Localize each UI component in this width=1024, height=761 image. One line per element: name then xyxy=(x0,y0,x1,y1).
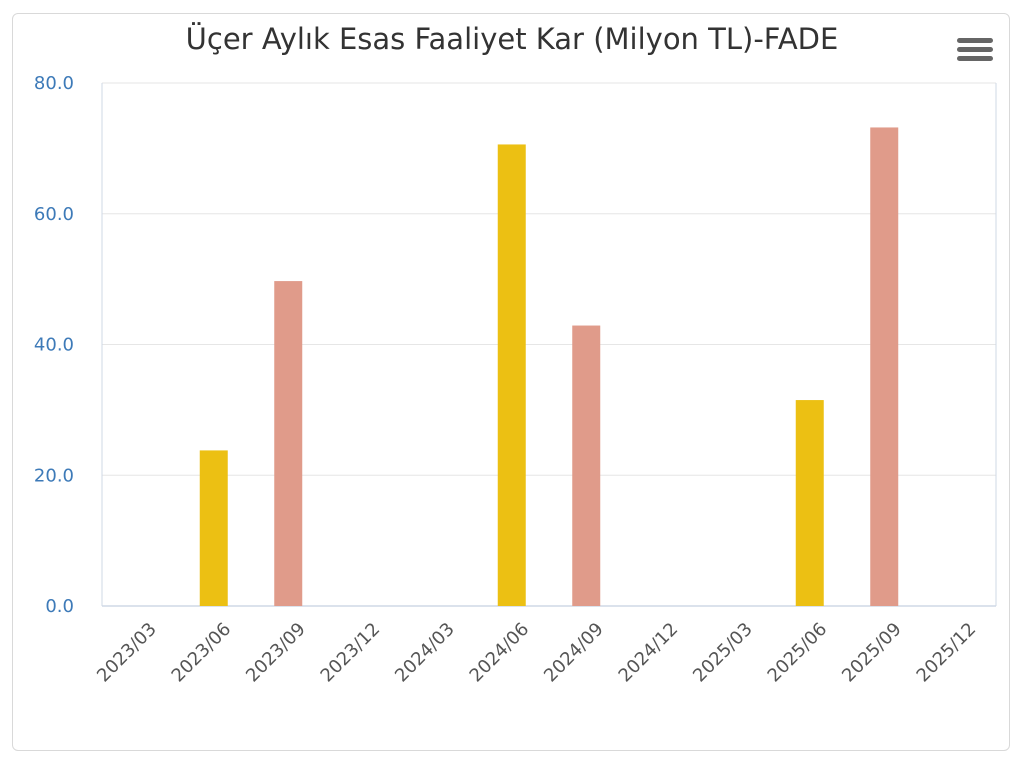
y-tick-label: 20.0 xyxy=(34,465,74,486)
x-tick-label: 2024/12 xyxy=(615,619,683,687)
x-tick-label: 2025/03 xyxy=(689,619,757,687)
bar-2024-09 xyxy=(572,325,601,606)
bar-2023-06 xyxy=(199,450,228,606)
hamburger-menu-icon[interactable] xyxy=(957,38,993,68)
y-tick-label: 60.0 xyxy=(34,204,74,225)
chart-title: Üçer Aylık Esas Faaliyet Kar (Milyon TL)… xyxy=(185,22,839,56)
bar-2025-06 xyxy=(795,400,824,606)
bar-2024-06 xyxy=(497,144,526,606)
x-tick-label: 2023/09 xyxy=(242,619,310,687)
x-tick-label: 2024/03 xyxy=(391,619,459,687)
x-tick-label: 2023/03 xyxy=(93,619,161,687)
x-tick-label: 2025/12 xyxy=(913,619,981,687)
y-tick-label: 0.0 xyxy=(45,596,74,617)
x-tick-label: 2025/06 xyxy=(764,619,832,687)
x-tick-label: 2024/09 xyxy=(540,619,608,687)
x-tick-label: 2023/12 xyxy=(317,619,385,687)
x-tick-label: 2025/09 xyxy=(838,619,906,687)
x-tick-label: 2023/06 xyxy=(168,619,236,687)
bar-2023-09 xyxy=(274,281,303,606)
x-tick-label: 2024/06 xyxy=(466,619,534,687)
y-tick-label: 40.0 xyxy=(34,335,74,356)
y-tick-label: 80.0 xyxy=(34,73,74,94)
bar-2025-09 xyxy=(870,127,899,606)
